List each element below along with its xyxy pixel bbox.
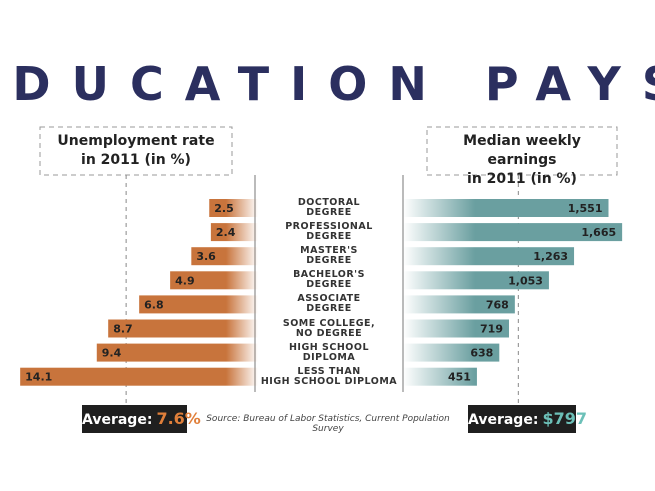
value-label: 719	[480, 323, 503, 336]
bar	[403, 223, 623, 242]
category-label: ASSOCIATE DEGREE	[297, 293, 361, 315]
bar	[403, 199, 609, 217]
bar	[403, 295, 515, 314]
category-label: HIGH SCHOOL DIPLOMA	[288, 341, 369, 363]
category-label: DOCTORAL DEGREE	[297, 197, 361, 218]
value-label: 1,053	[508, 274, 543, 287]
average-box: Average: $797	[468, 405, 587, 433]
average-value: 7.6%	[156, 409, 201, 428]
legend-box	[426, 126, 618, 176]
bar	[191, 247, 258, 266]
series-title: Unemployment rate in 2011 (in %)	[57, 133, 215, 168]
bar	[403, 343, 500, 362]
value-label: 2.5	[214, 202, 234, 215]
value-label: 1,665	[581, 226, 616, 239]
average-label: Average:	[468, 412, 539, 428]
bar	[403, 271, 549, 290]
category-label: SOME COLLEGE, NO DEGREE	[282, 317, 376, 339]
bar	[403, 319, 509, 338]
value-label: 4.9	[175, 274, 195, 287]
value-label: 9.4	[102, 347, 122, 360]
average-box: Average: 7.6%	[82, 405, 201, 433]
value-label: 1,551	[568, 202, 603, 215]
average-label: Average:	[82, 412, 153, 428]
legend-box	[39, 126, 233, 176]
category-label: BACHELOR'S DEGREE	[293, 269, 365, 291]
series-title: Median weekly earnings in 2011 (in %)	[463, 133, 581, 187]
chart-title: EDUCATION PAYS	[0, 57, 655, 111]
value-label: 638	[470, 347, 493, 360]
value-label: 3.6	[196, 250, 216, 263]
value-label: 6.8	[144, 298, 164, 311]
value-label: 14.1	[25, 371, 52, 384]
bar	[96, 343, 258, 362]
bar	[20, 367, 259, 386]
category-label: MASTER'S DEGREE	[300, 245, 358, 267]
value-label: 2.4	[216, 226, 236, 239]
bar	[139, 295, 258, 314]
category-label: LESS THAN HIGH SCHOOL DIPLOMA	[260, 365, 398, 387]
value-label: 451	[448, 371, 471, 384]
value-label: 1,263	[533, 250, 568, 263]
bar	[403, 367, 477, 386]
bar	[170, 271, 258, 290]
bar	[210, 223, 258, 242]
bar	[403, 247, 575, 266]
bar	[108, 319, 258, 338]
average-value: $797	[542, 409, 587, 428]
bar	[209, 199, 258, 217]
value-label: 8.7	[113, 323, 133, 336]
source: Source: Bureau of Labor Statistics, Curr…	[206, 414, 450, 434]
category-label: PROFESSIONAL DEGREE	[285, 221, 373, 243]
value-label: 768	[486, 298, 509, 311]
